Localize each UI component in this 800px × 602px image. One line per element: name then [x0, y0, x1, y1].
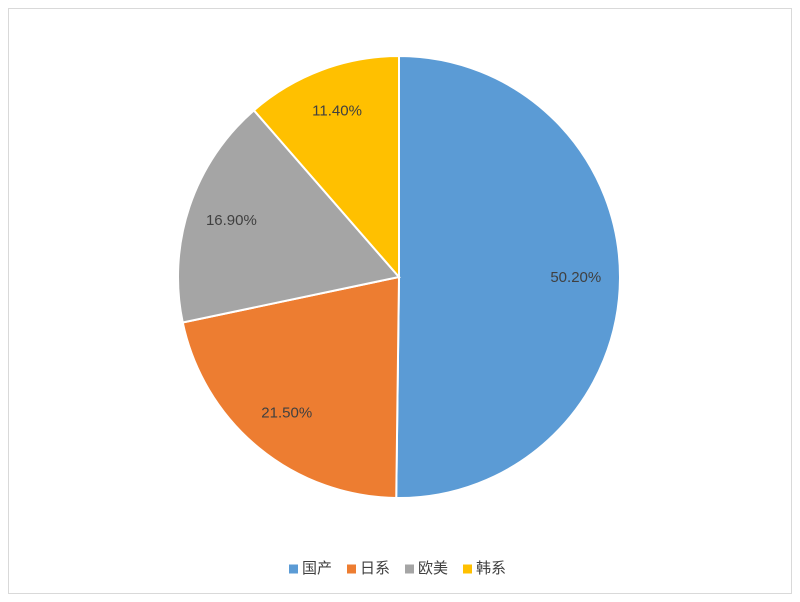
pie-slice	[395, 54, 621, 499]
data-label: 21.50%	[261, 405, 312, 422]
legend-swatch	[347, 564, 356, 574]
pie-slice	[252, 54, 400, 280]
legend-label: 日系	[360, 560, 390, 577]
pie-slice	[177, 108, 401, 324]
legend-label: 国产	[302, 560, 332, 577]
data-label: 16.90%	[206, 212, 257, 229]
data-label: 11.40%	[312, 102, 362, 119]
legend-label: 韩系	[476, 560, 506, 577]
legend-swatch	[463, 564, 472, 574]
pie-slice	[181, 275, 401, 499]
data-label: 50.20%	[550, 269, 601, 286]
legend-swatch	[289, 564, 298, 574]
legend-swatch	[405, 564, 414, 574]
legend-label: 欧美	[418, 560, 448, 577]
